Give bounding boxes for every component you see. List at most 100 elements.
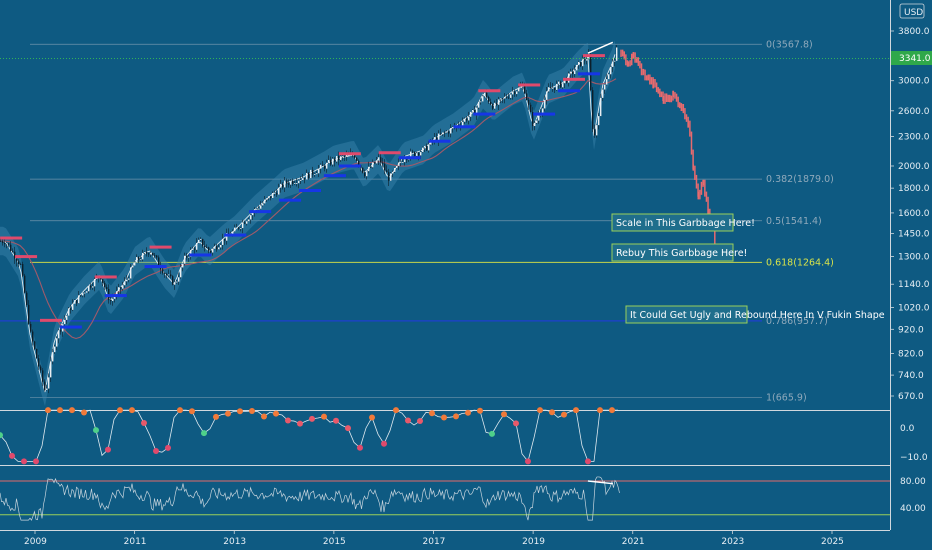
rsi-divergence-line — [587, 480, 613, 485]
candle-body — [78, 295, 80, 304]
projected-candle — [672, 90, 675, 98]
candle-body — [12, 250, 14, 252]
candle-body — [468, 116, 470, 121]
y-tick-label: 1140.0 — [898, 280, 930, 290]
currency-label: USD — [904, 8, 923, 18]
candle-body — [428, 144, 430, 151]
x-tick-label: 2019 — [522, 537, 545, 547]
candle-body — [332, 158, 334, 165]
candle-body — [336, 155, 338, 162]
projected-candle — [632, 52, 635, 58]
candle-body — [6, 243, 8, 245]
y-tick-label: 670.0 — [898, 392, 924, 402]
candle-body — [156, 255, 158, 258]
candle-body — [586, 59, 588, 61]
candle-body — [32, 331, 34, 342]
candle-body — [580, 61, 582, 67]
candle-body — [508, 97, 510, 99]
y-tick-label: 1020.0 — [898, 304, 930, 314]
candle-body — [536, 120, 538, 123]
candle-body — [380, 157, 382, 163]
candle-body — [310, 169, 312, 179]
candle-body — [10, 244, 12, 251]
candle-body — [200, 238, 202, 240]
candle-body — [114, 296, 116, 299]
main-pane[interactable] — [0, 0, 890, 410]
projected-candle — [689, 120, 691, 137]
candle-body — [48, 377, 50, 389]
candle-body — [290, 180, 292, 185]
candle-body — [490, 101, 492, 105]
candle-body — [74, 300, 76, 304]
candle-body — [368, 166, 370, 172]
candle-body — [174, 282, 176, 285]
candle-body — [102, 279, 104, 283]
oscillator-dot — [513, 420, 519, 427]
candle-body — [500, 98, 502, 100]
y-tick-label: 2600.0 — [898, 107, 930, 117]
oscillator-dot — [105, 446, 111, 453]
oscillator-dot — [525, 458, 531, 465]
support-marker — [104, 294, 127, 298]
projected-candle — [695, 174, 698, 189]
oscillator-dot — [609, 407, 615, 414]
oscillator-dot — [321, 413, 327, 420]
projected-candle — [714, 225, 716, 251]
candle-body — [466, 118, 468, 121]
candle-body — [316, 173, 318, 175]
candle-body — [386, 170, 388, 173]
candle-body — [448, 131, 450, 134]
candle-body — [238, 227, 240, 229]
projected-candle — [627, 61, 630, 67]
projected-candle — [699, 189, 701, 200]
candle-body — [600, 97, 602, 117]
candle-body — [222, 238, 224, 245]
candle-body — [92, 286, 94, 288]
projected-candle — [654, 79, 656, 88]
annotation-box[interactable] — [625, 305, 748, 324]
oscillator-dot — [489, 430, 495, 437]
candle-body — [184, 255, 186, 264]
projected-candle — [652, 79, 655, 89]
candle-body — [264, 199, 266, 204]
projected-candle — [667, 94, 669, 102]
projected-candle — [660, 91, 663, 98]
candle-body — [132, 265, 134, 268]
rsi-pane[interactable] — [0, 466, 890, 530]
candle-body — [116, 291, 118, 297]
resistance-marker — [518, 83, 541, 87]
candle-body — [72, 303, 74, 310]
x-tick-label: 2009 — [24, 537, 47, 547]
resistance-marker — [378, 151, 401, 155]
candle-body — [40, 366, 42, 371]
annotation-box[interactable] — [611, 243, 734, 262]
resistance-marker — [94, 275, 117, 279]
candle-body — [494, 102, 496, 109]
candle-body — [242, 222, 244, 229]
resistance-marker — [563, 77, 586, 81]
candle-body — [194, 248, 196, 250]
resistance-marker — [149, 245, 172, 249]
candle-body — [564, 80, 566, 84]
oscillator-dot — [501, 411, 507, 418]
candle-body — [282, 183, 284, 188]
candle-body — [364, 172, 366, 177]
candle-body — [526, 93, 528, 101]
candle-body — [292, 180, 294, 184]
candle-body — [76, 300, 78, 304]
candle-body — [298, 180, 300, 184]
candle-body — [146, 251, 148, 254]
candle-body — [54, 346, 56, 353]
candle-body — [480, 101, 482, 103]
candle-body — [436, 137, 438, 141]
candle-body — [338, 155, 340, 161]
candle-body — [296, 183, 298, 184]
candle-body — [124, 281, 126, 286]
currency-badge[interactable] — [899, 3, 925, 19]
candle-body — [534, 122, 536, 127]
annotation-box[interactable] — [611, 213, 734, 232]
candle-body — [412, 151, 414, 153]
candle-body — [112, 298, 114, 302]
oscillator-dot — [309, 415, 315, 422]
